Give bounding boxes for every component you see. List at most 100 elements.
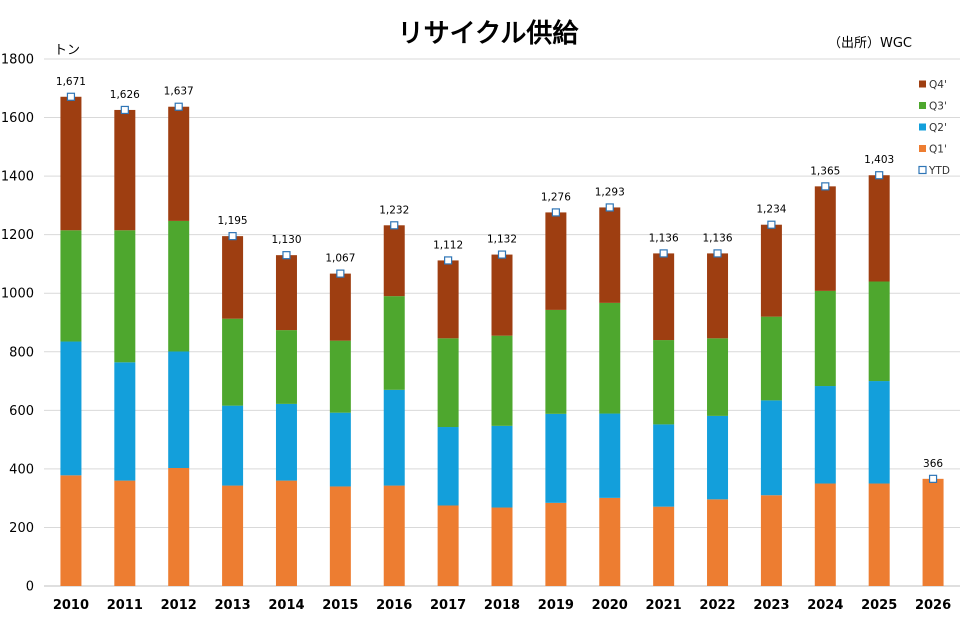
ytd-marker-2020	[605, 203, 614, 212]
bar-q1-2021	[653, 506, 675, 586]
x-tick-label: 2023	[753, 598, 789, 613]
ytd-data-label: 366	[923, 458, 943, 470]
bar-q2-2011	[114, 362, 136, 481]
bar-q2-2010	[60, 341, 82, 476]
ytd-data-label: 1,365	[810, 165, 840, 177]
bar-q1-2025	[868, 483, 890, 586]
ytd-data-label: 1,136	[702, 232, 732, 244]
bar-q3-2025	[868, 281, 890, 382]
x-tick-label: 2018	[484, 598, 520, 613]
bar-q2-2023	[760, 400, 782, 496]
ytd-data-label: 1,067	[325, 253, 355, 265]
ytd-marker-2024	[821, 182, 830, 191]
bar-q4-2017	[437, 260, 459, 339]
y-tick-label: 600	[9, 404, 34, 419]
x-axis-ticks: 2010 2011 2012 2013 2014 2015 2016 2017 2018 2019…	[53, 598, 951, 613]
y-tick-label: 800	[9, 345, 34, 360]
ytd-marker-2013	[228, 232, 237, 241]
bar-q3-2015	[329, 340, 351, 413]
bar-q2-2012	[168, 351, 190, 469]
bar-q2-2018	[491, 425, 513, 508]
ytd-marker-2023	[767, 220, 776, 229]
bar-q3-2018	[491, 335, 513, 426]
ytd-marker-2019	[551, 208, 560, 217]
legend-swatch-q4	[919, 80, 926, 88]
ytd-marker-2026	[928, 474, 938, 483]
bar-q4-2012	[168, 106, 190, 221]
chart-source: （出所）WGC	[828, 36, 912, 51]
legend-label: Q1'	[929, 144, 947, 156]
bar-q4-2011	[114, 109, 136, 231]
bar-q1-2013	[222, 485, 244, 586]
bar-q4-2019	[545, 212, 567, 310]
legend-label: Q2'	[929, 122, 947, 134]
legend-label: Q4'	[929, 79, 947, 91]
ytd-marker-2015	[336, 269, 345, 278]
ytd-data-label: 1,234	[756, 204, 786, 216]
bar-q3-2011	[114, 230, 136, 363]
bar-q3-2016	[383, 296, 405, 390]
legend-label: Q3'	[929, 101, 947, 113]
y-tick-label: 400	[9, 462, 34, 477]
x-tick-label: 2025	[861, 598, 897, 613]
x-tick-label: 2019	[538, 598, 574, 613]
bar-q1-2019	[545, 502, 567, 586]
ytd-marker-2016	[390, 221, 399, 230]
x-tick-label: 2014	[268, 598, 304, 613]
bar-q2-2015	[329, 412, 351, 487]
bar-q4-2015	[329, 273, 351, 341]
y-tick-label: 1000	[1, 287, 34, 302]
y-tick-label: 200	[9, 521, 34, 536]
bar-q4-2018	[491, 254, 513, 336]
bar-q1-2011	[114, 480, 136, 586]
ytd-data-label: 1,276	[541, 191, 571, 203]
ytd-markers: 1,671 1,626 1,637 1,195 1,130 1,067 1,232 1,112…	[56, 76, 943, 483]
bar-q3-2013	[222, 318, 244, 406]
y-tick-label: 1400	[1, 170, 34, 185]
ytd-marker-2025	[875, 171, 884, 180]
ytd-marker-2012	[174, 102, 183, 111]
ytd-data-label: 1,232	[379, 204, 409, 216]
x-tick-label: 2026	[915, 598, 951, 613]
legend-swatch-ytd	[918, 165, 927, 175]
bar-q2-2019	[545, 413, 567, 503]
x-tick-label: 2020	[592, 598, 628, 613]
y-axis-unit: トン	[54, 43, 80, 58]
bar-q1-2024	[814, 483, 836, 586]
bar-q4-2014	[275, 255, 297, 331]
x-tick-label: 2012	[161, 598, 197, 613]
bar-q1-2012	[168, 468, 190, 586]
bar-q3-2012	[168, 220, 190, 352]
x-tick-label: 2016	[376, 598, 412, 613]
bars	[60, 96, 944, 586]
bar-q1-2014	[275, 480, 297, 586]
ytd-data-label: 1,195	[218, 215, 248, 227]
bar-q2-2013	[222, 405, 244, 486]
x-tick-label: 2013	[214, 598, 250, 613]
ytd-data-label: 1,626	[110, 89, 140, 101]
y-tick-label: 1800	[1, 53, 34, 68]
x-tick-label: 2021	[646, 598, 682, 613]
ytd-marker-2014	[282, 251, 291, 260]
x-tick-label: 2011	[107, 598, 143, 613]
ytd-data-label: 1,403	[864, 154, 894, 166]
chart-title: リサイクル供給	[398, 18, 580, 49]
bar-q1-2020	[599, 497, 621, 586]
y-tick-label: 1600	[1, 111, 34, 126]
x-tick-label: 2024	[807, 598, 843, 613]
bar-q1-2017	[437, 505, 459, 586]
bar-q1-2023	[760, 495, 782, 586]
bar-q4-2023	[760, 224, 782, 317]
legend: Q4' Q3' Q2' Q1' YTD	[918, 79, 950, 177]
legend-swatch-q1	[919, 145, 926, 152]
x-tick-label: 2022	[699, 598, 735, 613]
ytd-marker-2018	[497, 250, 507, 259]
bar-q3-2014	[275, 330, 297, 404]
bar-q4-2021	[653, 253, 675, 341]
x-tick-label: 2010	[53, 598, 89, 613]
ytd-data-label: 1,132	[487, 234, 517, 246]
legend-swatch-q2	[919, 123, 926, 131]
ytd-data-label: 1,671	[56, 76, 86, 88]
ytd-data-label: 1,293	[595, 186, 625, 198]
